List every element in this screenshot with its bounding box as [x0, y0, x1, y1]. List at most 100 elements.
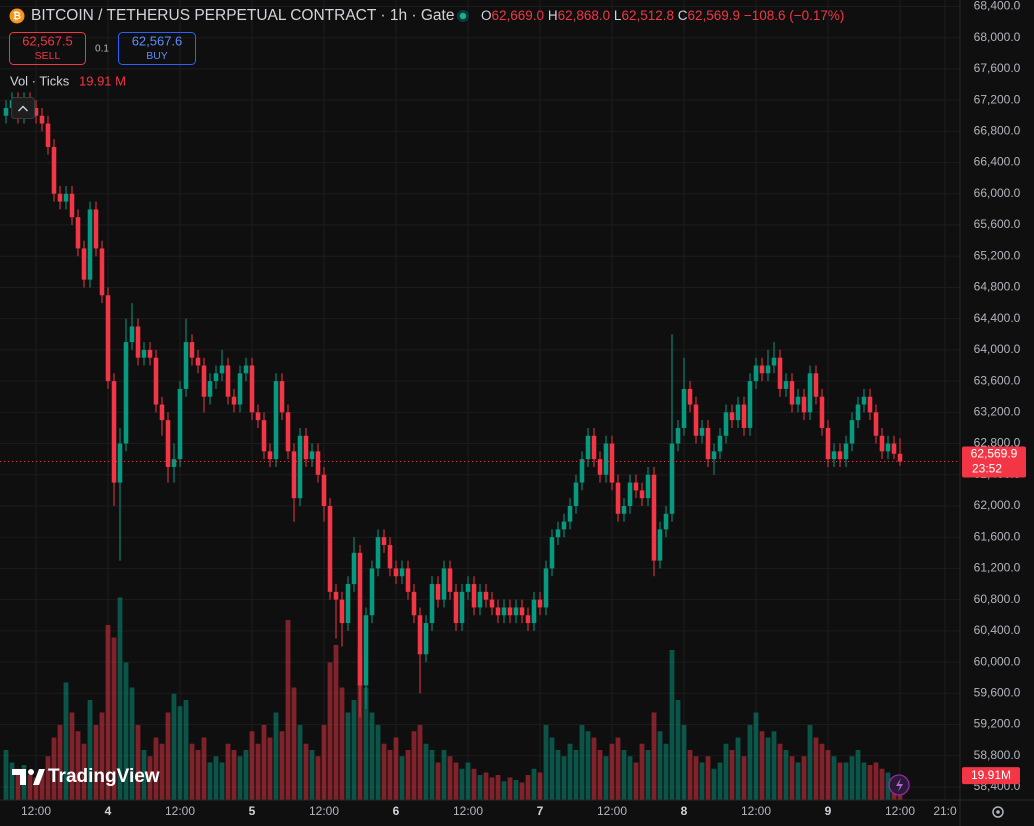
- volume-bar: [639, 743, 645, 800]
- volume-bar: [135, 725, 141, 800]
- y-tick-label: 62,000.0: [974, 498, 1021, 512]
- volume-bar: [15, 768, 21, 800]
- candle-body: [111, 381, 117, 483]
- volume-bar: [333, 645, 339, 800]
- buy-price[interactable]: 62,567.6: [132, 33, 183, 48]
- candle-body: [123, 342, 129, 444]
- volume-bar: [579, 725, 585, 800]
- volume-bar: [603, 756, 609, 800]
- volume-bar: [297, 725, 303, 800]
- candle-body: [489, 599, 495, 608]
- candle-body: [807, 373, 813, 413]
- volume-bar: [165, 712, 171, 800]
- volume-bar: [261, 725, 267, 800]
- candle-body: [363, 615, 369, 686]
- volume-bar: [207, 762, 213, 800]
- candle-body: [141, 349, 147, 358]
- candle-body: [501, 607, 507, 616]
- volume-bar: [87, 700, 93, 800]
- candle-body: [765, 365, 771, 374]
- sell-label[interactable]: SELL: [35, 50, 61, 62]
- coin-icon: [9, 8, 25, 24]
- volume-bar: [3, 750, 9, 800]
- volume-bar: [813, 737, 819, 800]
- volume-bar: [843, 762, 849, 800]
- volume-bar: [339, 687, 345, 800]
- candle-body: [63, 193, 69, 202]
- candle-body: [159, 404, 165, 421]
- candle-body: [477, 591, 483, 608]
- symbol-title: BITCOIN / TETHERUS PERPETUAL CONTRACT · …: [31, 7, 454, 24]
- candle-body: [105, 295, 111, 382]
- candle-body: [639, 490, 645, 499]
- alert-icon[interactable]: [896, 778, 903, 792]
- settings-icon[interactable]: [992, 806, 1004, 818]
- volume-bar: [291, 687, 297, 800]
- candle-body: [813, 373, 819, 397]
- candle-body: [483, 591, 489, 600]
- candle-body: [285, 412, 291, 452]
- buy-label[interactable]: BUY: [146, 50, 168, 62]
- volume-bar: [573, 750, 579, 800]
- candle-body: [633, 482, 639, 491]
- candle-body: [891, 443, 897, 454]
- candle-body: [831, 451, 837, 460]
- candle-body: [423, 623, 429, 655]
- candle-body: [585, 435, 591, 460]
- volume-bar: [681, 725, 687, 800]
- candle-body: [315, 451, 321, 475]
- candle-body: [771, 357, 777, 366]
- l-value: 62,512.8: [621, 8, 674, 23]
- coin-icon-glyph: ₿: [13, 10, 21, 22]
- candle-body: [447, 568, 453, 592]
- volume-bar: [315, 756, 321, 800]
- o-key: O: [481, 8, 492, 23]
- volume-bar: [771, 731, 777, 800]
- volume-bar: [213, 756, 219, 800]
- sell-button[interactable]: [9, 32, 86, 65]
- sell-price[interactable]: 62,567.5: [22, 33, 73, 48]
- candle-body: [333, 591, 339, 600]
- candle-body: [621, 505, 627, 514]
- volume-bar: [303, 743, 309, 800]
- volume-bar: [447, 756, 453, 800]
- candle-body: [849, 420, 855, 444]
- candle-body: [75, 217, 81, 249]
- x-tick-label: 12:00: [597, 804, 627, 818]
- candle-body: [507, 607, 513, 616]
- volume-bar: [27, 775, 33, 800]
- volume-bar: [369, 712, 375, 800]
- candle-body: [381, 537, 387, 546]
- volume-bar: [591, 737, 597, 800]
- settings-icon-center[interactable]: [996, 810, 1000, 814]
- volume-legend-name: Vol · Ticks: [10, 73, 70, 88]
- price-axis: [960, 0, 1034, 826]
- candle-body: [753, 365, 759, 382]
- volume-bar: [483, 772, 489, 800]
- candle-body: [165, 420, 171, 467]
- candle-body: [153, 357, 159, 405]
- collapse-icon[interactable]: [18, 105, 28, 112]
- volume-badge: [962, 767, 1020, 785]
- volume-bar: [63, 682, 69, 800]
- volume-bar: [783, 750, 789, 800]
- volume-bar: [867, 765, 873, 800]
- x-tick-label: 9: [825, 804, 832, 818]
- candle-body: [591, 435, 597, 460]
- volume-bar: [351, 700, 357, 800]
- y-tick-label: 66,400.0: [974, 155, 1021, 169]
- x-tick-label: 12:00: [453, 804, 483, 818]
- volume-bar: [147, 756, 153, 800]
- last-price-badge: [962, 446, 1026, 478]
- volume-bar: [75, 731, 81, 800]
- collapse-button[interactable]: [11, 97, 35, 119]
- volume-bar: [717, 762, 723, 800]
- buy-button[interactable]: [118, 32, 196, 65]
- candle-body: [405, 568, 411, 592]
- y-tick-label: 61,200.0: [974, 561, 1021, 575]
- candle-body: [879, 435, 885, 452]
- candle-body: [681, 388, 687, 428]
- candle-body: [417, 615, 423, 655]
- volume-bar: [105, 625, 111, 800]
- y-tick-label: 59,200.0: [974, 717, 1021, 731]
